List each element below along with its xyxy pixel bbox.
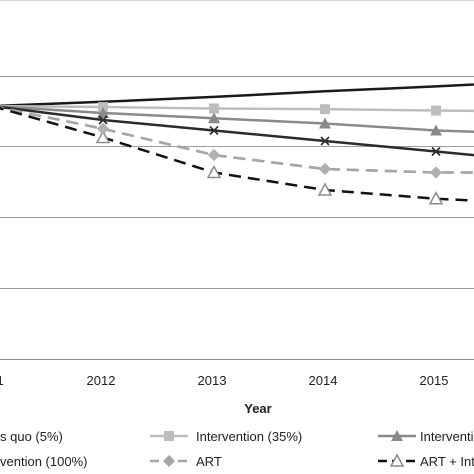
legend-label: ART: [196, 454, 222, 469]
data-point-diamond: [430, 166, 442, 179]
legend-item: vention (100%): [0, 454, 87, 469]
x-tick-label: 2013: [198, 373, 227, 388]
legend-label: Intervention (35%): [196, 429, 302, 444]
data-point-x: [209, 125, 219, 136]
data-point-x: [98, 115, 108, 125]
data-point-diamond: [97, 122, 109, 135]
legend-item: ART: [150, 454, 222, 469]
x-axis-title: Year: [244, 401, 271, 416]
data-point-x: [431, 146, 441, 157]
x-tick-label: 11: [0, 373, 4, 388]
data-point-triangle: [391, 430, 403, 441]
x-tick-label: 2014: [309, 373, 338, 388]
data-point-triangle-open: [428, 191, 444, 205]
legend-label: s quo (5%): [0, 429, 63, 444]
legend-label: ART + Int: [420, 454, 474, 469]
data-point-triangle-open: [389, 453, 405, 467]
series-line: [0, 83, 474, 107]
data-point-square: [209, 103, 219, 114]
series-line: [0, 106, 474, 202]
data-point-diamond: [208, 149, 220, 161]
legend-item: Intervention (35%): [150, 429, 302, 444]
data-point-square: [164, 431, 174, 441]
legend: s quo (5%) Intervention (35%) Interventi ve…: [0, 429, 474, 469]
series-lines: [0, 83, 474, 202]
data-point-square: [431, 105, 441, 116]
series-line: [0, 105, 474, 133]
series-markers: [95, 102, 444, 205]
legend-item: Interventi: [378, 429, 474, 444]
legend-item: s quo (5%): [0, 429, 63, 444]
data-point-triangle: [319, 117, 331, 129]
data-point-triangle-open: [95, 129, 111, 144]
x-tick-label: 2012: [87, 373, 116, 388]
legend-label: vention (100%): [0, 454, 87, 469]
series-line: [0, 105, 474, 157]
data-point-triangle: [97, 107, 109, 118]
data-point-triangle: [430, 124, 442, 136]
x-tick-label: 2015: [420, 373, 449, 388]
gridlines: [0, 0, 474, 360]
series-line: [0, 104, 474, 113]
legend-item: ART + Int: [378, 453, 474, 469]
x-axis: 11 2012 2013 2014 2015: [0, 373, 448, 388]
data-point-diamond: [163, 455, 175, 467]
data-point-x: [320, 136, 330, 146]
data-point-square: [320, 104, 330, 115]
data-point-triangle: [208, 112, 220, 124]
data-point-triangle-open: [206, 164, 222, 179]
data-point-triangle-open: [317, 182, 333, 196]
legend-label: Interventi: [420, 429, 474, 444]
data-point-diamond: [319, 163, 331, 175]
